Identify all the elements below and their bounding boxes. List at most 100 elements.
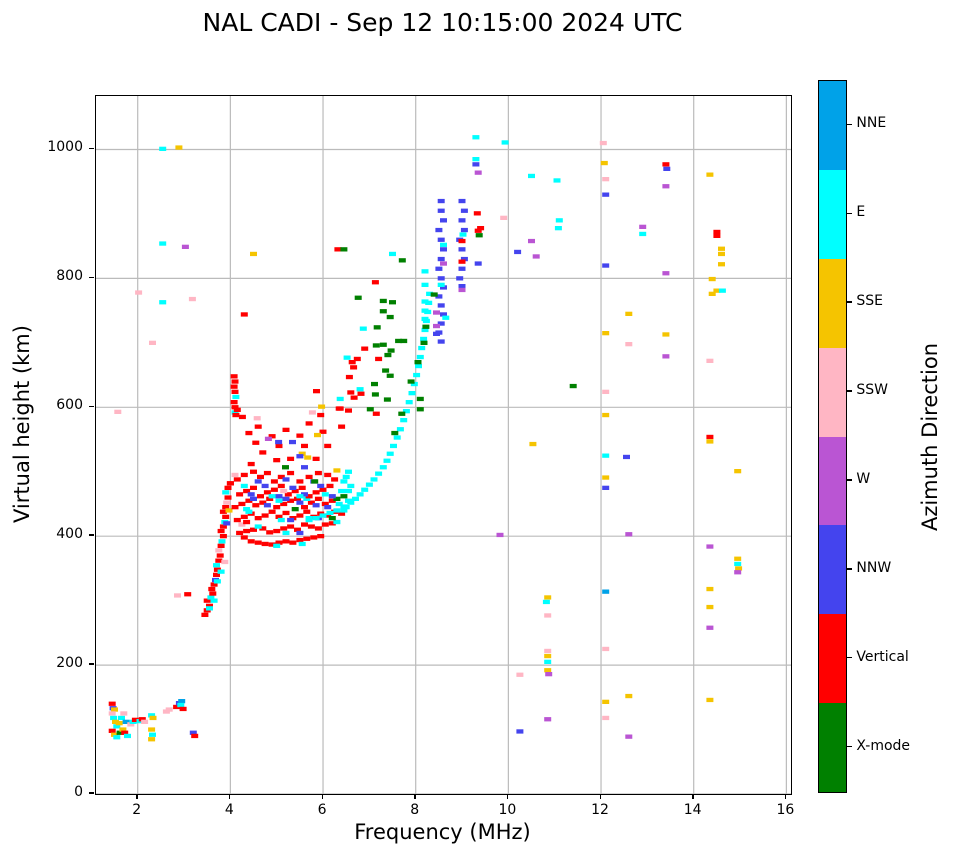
data-point	[296, 513, 304, 518]
data-point	[257, 474, 264, 480]
data-point	[287, 524, 295, 529]
data-point	[386, 373, 394, 378]
data-point	[179, 706, 187, 712]
data-point	[217, 543, 225, 548]
data-point	[254, 516, 262, 521]
data-point	[222, 514, 230, 519]
data-point	[213, 572, 220, 577]
data-point	[268, 509, 276, 514]
data-point	[602, 715, 610, 721]
data-point	[340, 479, 348, 484]
data-point	[314, 496, 322, 501]
data-point	[304, 455, 312, 460]
data-point	[231, 405, 239, 410]
data-point	[213, 579, 221, 584]
colorbar-tick	[846, 212, 853, 215]
data-point	[390, 443, 397, 449]
data-point	[307, 500, 315, 505]
data-point	[236, 530, 244, 536]
data-point	[159, 241, 167, 246]
data-point	[250, 469, 257, 474]
data-point	[435, 227, 443, 233]
data-point	[312, 490, 320, 495]
data-point	[275, 443, 283, 449]
x-tick-label: 12	[591, 802, 609, 818]
data-point	[219, 509, 227, 514]
data-point	[382, 368, 390, 373]
data-point	[210, 582, 218, 587]
data-point	[602, 412, 610, 418]
data-point	[734, 556, 742, 561]
data-point	[238, 414, 246, 420]
data-point	[333, 519, 341, 525]
data-point	[243, 528, 251, 534]
data-point	[268, 542, 276, 547]
colorbar-segment-x-mode	[819, 703, 846, 792]
x-tick-label: 16	[776, 802, 795, 818]
data-point	[340, 504, 348, 509]
data-point	[389, 251, 396, 257]
data-point	[119, 727, 127, 732]
data-point	[326, 510, 334, 516]
data-point	[460, 208, 468, 213]
data-point	[252, 440, 260, 445]
data-point	[343, 355, 351, 360]
data-point	[113, 735, 121, 740]
data-point	[120, 711, 128, 716]
data-point	[224, 495, 232, 500]
data-point	[713, 288, 721, 293]
data-point	[282, 477, 290, 482]
data-point	[387, 348, 395, 353]
data-point	[338, 488, 346, 494]
data-point	[602, 389, 610, 394]
data-point	[280, 488, 288, 494]
data-point	[321, 522, 329, 527]
data-point	[305, 474, 313, 480]
data-point	[529, 441, 537, 447]
data-point	[345, 408, 352, 413]
data-point	[188, 296, 196, 302]
data-point	[230, 400, 238, 405]
colorbar-segment-sse	[819, 258, 846, 348]
y-tick-mark	[88, 147, 94, 150]
data-point	[223, 500, 231, 505]
data-point	[516, 729, 524, 734]
data-point	[544, 653, 552, 659]
data-point	[338, 511, 346, 516]
data-point	[233, 407, 241, 412]
data-point	[305, 517, 313, 523]
data-point	[275, 540, 283, 545]
data-point	[222, 490, 230, 495]
data-point	[375, 471, 383, 476]
data-point	[437, 256, 445, 262]
data-point	[231, 389, 239, 394]
data-point	[263, 490, 271, 495]
data-point	[474, 228, 482, 233]
data-point	[662, 184, 670, 189]
data-point	[231, 379, 239, 384]
colorbar-tick	[846, 745, 853, 748]
data-point	[347, 390, 355, 395]
data-point	[254, 424, 262, 429]
data-point	[298, 541, 306, 547]
data-point	[555, 218, 563, 223]
data-point	[114, 409, 122, 414]
plot-svg	[96, 96, 791, 794]
data-point	[149, 732, 156, 737]
data-point	[287, 456, 295, 461]
x-tick-mark	[692, 794, 694, 800]
data-point	[458, 287, 466, 293]
data-point	[324, 513, 332, 518]
data-point	[141, 719, 149, 724]
data-point	[350, 395, 358, 400]
data-point	[602, 177, 610, 182]
data-point	[298, 485, 306, 490]
data-point	[175, 145, 183, 150]
data-point	[474, 261, 482, 266]
data-point	[379, 309, 387, 314]
data-point	[501, 140, 509, 145]
data-point	[291, 488, 299, 494]
data-point	[437, 198, 445, 204]
colorbar-segment-e	[819, 169, 846, 259]
data-point	[347, 500, 355, 505]
